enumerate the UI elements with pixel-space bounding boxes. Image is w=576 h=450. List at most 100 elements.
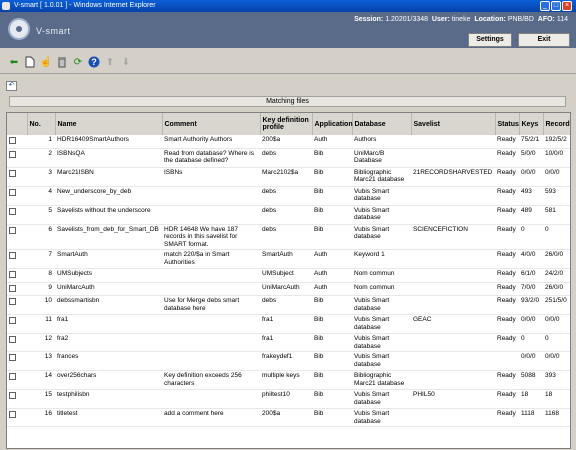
row-checkbox[interactable] [9, 226, 16, 234]
cell-key: UniMarcAuth [260, 282, 312, 296]
cell-application: Auth [312, 282, 352, 296]
cell-database: Vubis Smart database [352, 314, 411, 334]
cell-comment [162, 205, 260, 225]
row-checkbox[interactable] [9, 354, 16, 361]
cell-key: debs [260, 224, 312, 250]
row-select-cell [7, 389, 27, 409]
header-database[interactable]: Database [352, 113, 412, 135]
table-row[interactable]: 1 HDR16409SmartAuthors Smart Authority Aut… [7, 135, 570, 149]
header-savelist[interactable]: Savelist [411, 113, 496, 135]
move-down-icon[interactable]: ⬇ [121, 56, 131, 68]
row-select-cell [7, 249, 27, 269]
table-row[interactable]: 3 Marc21ISBN ISBNs Marc2102$a Bib Bibliograph… [7, 167, 570, 187]
header-status[interactable]: Status [495, 113, 520, 135]
cell-comment [162, 268, 260, 283]
row-checkbox[interactable] [9, 271, 16, 278]
row-checkbox[interactable] [9, 188, 16, 196]
cell-keys: 0/0/0 [519, 167, 543, 187]
table-row[interactable]: 13 frances frakeydef1 Bib Vubis Smart databa… [7, 351, 570, 371]
table-row[interactable]: 4 New_underscore_by_deb debs Bib Vubis Smart… [7, 186, 570, 206]
undo-icon[interactable]: ↶ [6, 81, 17, 91]
table-row[interactable]: 12 fra2 fra1 Bib Vubis Smart database Ready 0 0 [7, 333, 570, 352]
cell-savelist [411, 333, 495, 352]
row-checkbox[interactable] [9, 150, 16, 158]
cell-records: 26/0/0 [543, 249, 570, 269]
table-row[interactable]: 11 fra1 fra1 Bib Vubis Smart database GEAC Rea… [7, 314, 570, 334]
table-row[interactable]: 14 over256chars Key definition exceeds 256… [7, 370, 570, 390]
toolbar-divider [0, 73, 576, 74]
table-row[interactable]: 15 testphilisbn philtest10 Bib Vubis Smart d… [7, 389, 570, 409]
header-no[interactable]: No. [27, 113, 56, 135]
header-application[interactable]: Application [312, 113, 353, 135]
cell-key: Marc2102$a [260, 167, 312, 187]
cell-records: 10/0/0 [543, 148, 570, 168]
row-select-cell [7, 282, 27, 296]
cell-key: frakeydef1 [260, 351, 312, 371]
new-document-icon[interactable] [24, 56, 36, 68]
cell-status: Ready [495, 186, 519, 206]
cell-savelist: GEAC [411, 314, 495, 334]
cell-name: titletest [55, 408, 162, 427]
minimize-icon[interactable]: _ [540, 1, 550, 11]
cell-name: ISBNsQA [55, 148, 162, 168]
cell-name: UniMarcAuth [55, 282, 162, 296]
cell-keys: 1118 [519, 408, 543, 427]
cell-records: 581 [543, 205, 570, 225]
settings-button[interactable]: Settings [468, 33, 512, 47]
cell-application: Bib [312, 295, 352, 315]
table-row[interactable]: 2 ISBNsQA Read from database? Where is the… [7, 148, 570, 168]
cell-no: 11 [27, 314, 55, 334]
header-comment[interactable]: Comment [162, 113, 261, 135]
refresh-icon[interactable]: ⟳ [73, 56, 83, 68]
header-name[interactable]: Name [55, 113, 163, 135]
row-checkbox[interactable] [9, 207, 16, 215]
row-checkbox[interactable] [9, 373, 16, 380]
row-checkbox[interactable] [9, 392, 16, 399]
back-arrow-icon[interactable]: ⬅ [9, 56, 19, 68]
row-checkbox[interactable] [9, 137, 16, 144]
table-row[interactable]: 8 UMSubjects UMSubject Auth Nom commun Ready 6… [7, 268, 570, 283]
cell-records: 0/0/0 [543, 351, 570, 371]
row-checkbox[interactable] [9, 336, 16, 343]
move-up-icon[interactable]: ⬆ [105, 56, 115, 68]
cell-application: Bib [312, 333, 352, 352]
select-hand-icon[interactable]: ☝ [39, 56, 53, 68]
cell-status: Ready [495, 295, 519, 315]
maximize-icon[interactable]: □ [551, 1, 561, 11]
cell-savelist [411, 282, 495, 296]
table-row[interactable]: 10 debssmartisbn Use for Merge debs smart … [7, 295, 570, 315]
help-icon[interactable]: ? [88, 56, 100, 68]
exit-button[interactable]: Exit [518, 33, 570, 47]
header-keys[interactable]: Keys [519, 113, 544, 135]
table-row[interactable]: 6 Savelists_from_deb_for_Smart_DB HDR 1464… [7, 224, 570, 250]
row-select-cell [7, 135, 27, 149]
session-value: 1.20201/3348 [385, 16, 429, 23]
cell-name: Savelists_from_deb_for_Smart_DB [55, 224, 162, 250]
table-row[interactable]: 7 SmartAuth match 220/$a in Smart Authorit… [7, 249, 570, 269]
delete-bin-icon[interactable] [56, 56, 68, 68]
cell-records: 0 [543, 224, 570, 250]
table-row[interactable]: 9 UniMarcAuth UniMarcAuth Auth Nom commun Rea… [7, 282, 570, 296]
table-row[interactable]: 5 Savelists without the underscore debs Bib… [7, 205, 570, 225]
row-checkbox[interactable] [9, 169, 16, 177]
close-icon[interactable]: × [562, 1, 572, 11]
cell-application: Bib [312, 167, 352, 187]
row-checkbox[interactable] [9, 411, 16, 418]
cell-status: Ready [495, 268, 519, 283]
cell-key: fra1 [260, 314, 312, 334]
cell-database: Nom commun [352, 282, 411, 296]
row-checkbox[interactable] [9, 317, 16, 324]
cell-savelist [411, 249, 495, 269]
cell-comment: Use for Merge debs smart database here [162, 295, 260, 315]
cell-name: Savelists without the underscore [55, 205, 162, 225]
row-checkbox[interactable] [9, 252, 16, 259]
header-records[interactable]: Records [543, 113, 570, 135]
row-checkbox[interactable] [9, 284, 16, 292]
table-row[interactable]: 16 titletest add a comment here 200$a Bib Vub… [7, 408, 570, 427]
cell-keys: 493 [519, 186, 543, 206]
cell-status: Ready [495, 205, 519, 225]
row-checkbox[interactable] [9, 298, 16, 305]
cell-records: 0 [543, 333, 570, 352]
window-titlebar: V-smart [ 1.0.01 ] - Windows Internet Ex… [0, 0, 576, 12]
header-key-definition[interactable]: Key definition profile [260, 113, 313, 135]
